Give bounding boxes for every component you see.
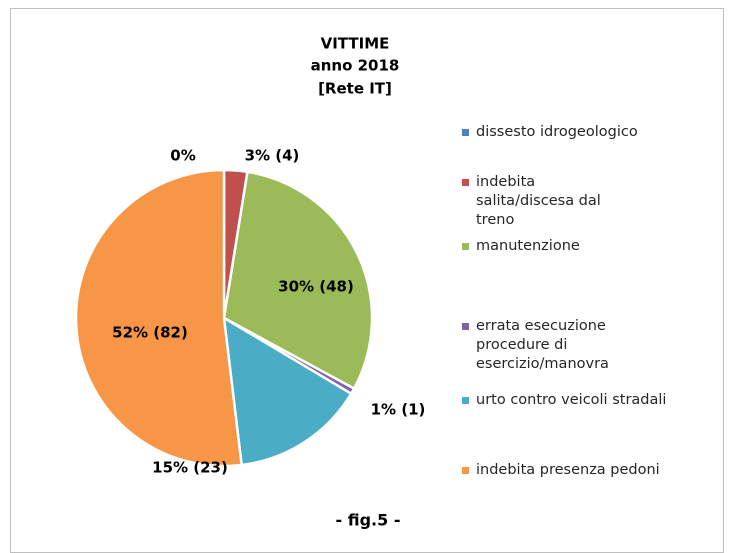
legend-label: errata esecuzione procedure di esercizio… xyxy=(476,318,609,372)
legend-swatch xyxy=(462,397,469,404)
data-label: 0% xyxy=(170,147,195,165)
data-label: 3% (4) xyxy=(245,147,300,165)
legend-swatch xyxy=(462,467,469,474)
data-label: 52% (82) xyxy=(112,324,188,342)
legend-label: indebita presenza pedoni xyxy=(476,462,660,478)
legend-label: manutenzione xyxy=(476,238,580,254)
legend-swatch xyxy=(462,129,469,136)
data-label: 15% (23) xyxy=(152,459,228,477)
legend-swatch xyxy=(462,243,469,250)
pie-slice xyxy=(222,170,374,391)
chart-title: [Rete IT] xyxy=(318,80,392,98)
pie-slice xyxy=(222,315,353,467)
data-label: 30% (48) xyxy=(278,278,354,296)
chart-title: anno 2018 xyxy=(311,57,400,75)
legend-swatch xyxy=(462,179,469,186)
legend-label: dissesto idrogeologico xyxy=(476,124,638,140)
chart-title: VITTIME xyxy=(321,35,390,53)
legend-swatch xyxy=(462,323,469,330)
pie-slice xyxy=(74,168,244,468)
legend-label: urto contro veicoli stradali xyxy=(476,392,667,408)
legend-label: indebita salita/discesa dal treno xyxy=(476,174,601,228)
caption: - fig.5 - xyxy=(336,511,401,530)
data-label: 1% (1) xyxy=(371,401,426,419)
